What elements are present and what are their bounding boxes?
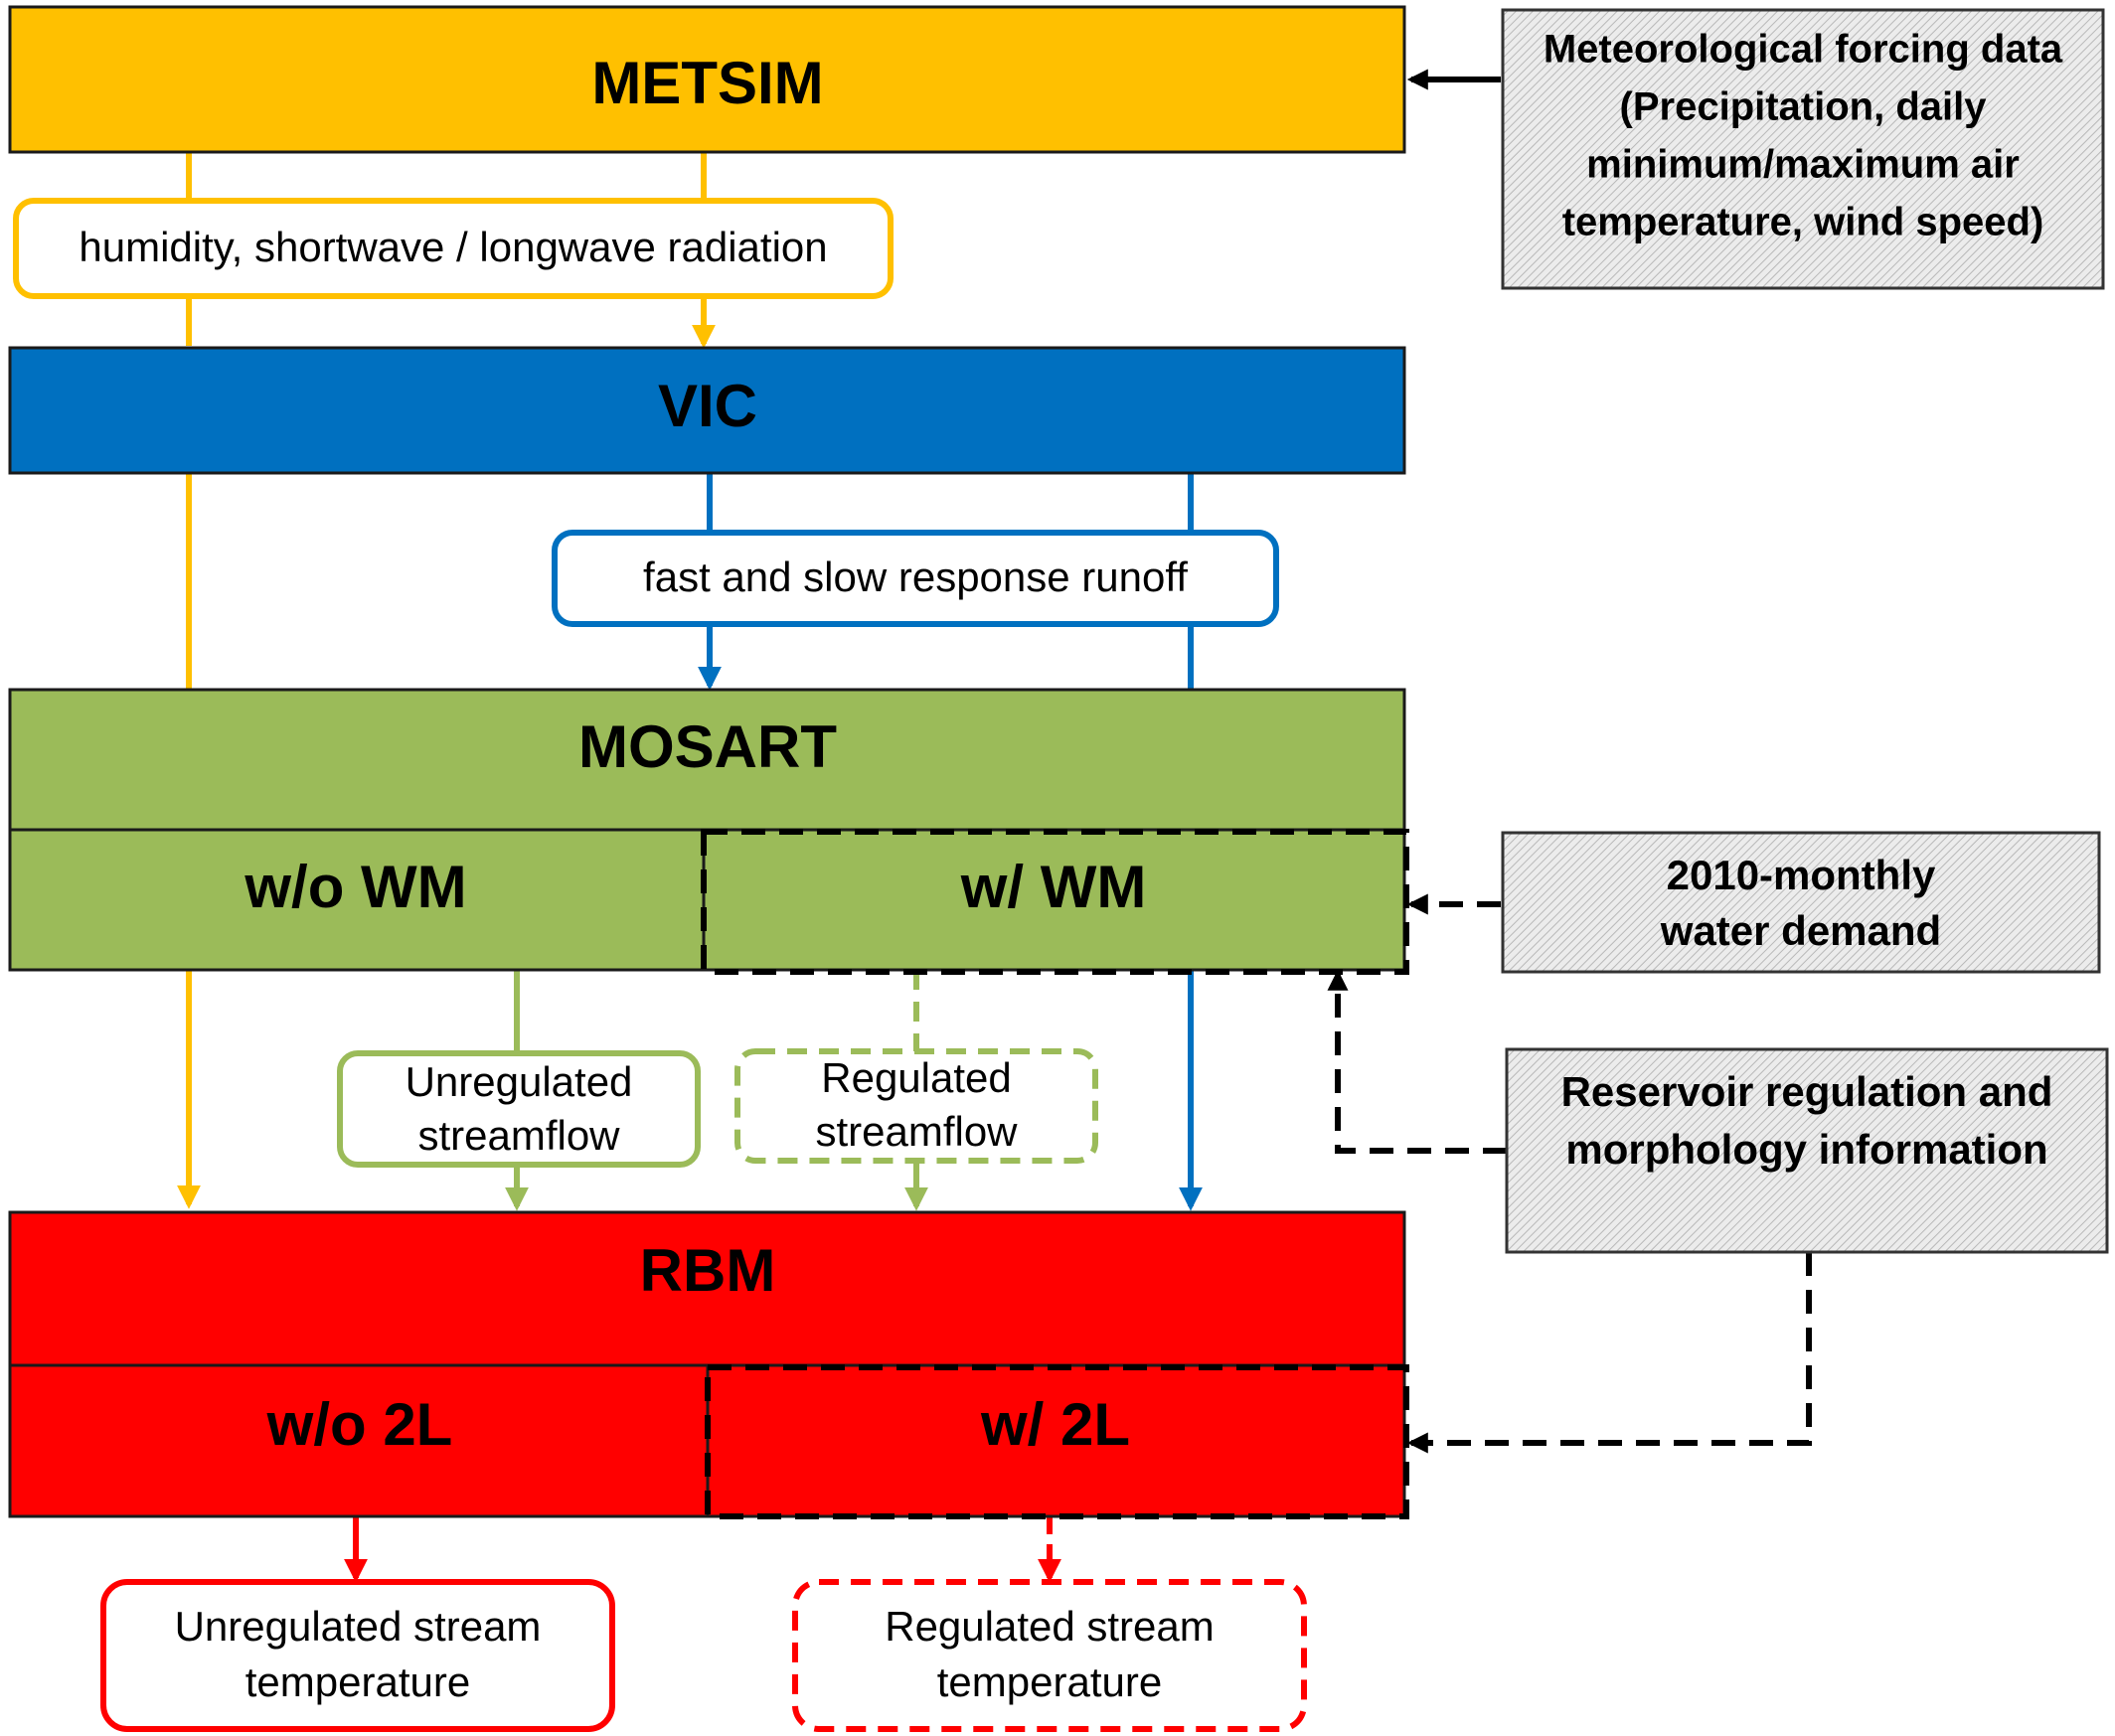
metsim-box: METSIM <box>8 5 1406 154</box>
rbm-box: RBM w/o 2L w/ 2L <box>8 1210 1409 1519</box>
forcing-data-box: Meteorological forcing data (Precipitati… <box>1501 8 2105 290</box>
metsim-vic-flow-box: humidity, shortwave / longwave radiation <box>13 198 894 299</box>
metsim-label: METSIM <box>591 50 823 116</box>
mosart-without-wm: w/o WM <box>244 854 466 920</box>
water-demand-box: 2010-monthly water demand <box>1501 831 2101 974</box>
regulated-temp-box: Regulated stream temperature <box>792 1579 1307 1732</box>
vic-label: VIC <box>658 373 757 439</box>
unregulated-temp-line2: temperature <box>245 1658 470 1705</box>
vic-mosart-flow-label: fast and slow response runoff <box>643 553 1188 600</box>
metsim-vic-flow-label: humidity, shortwave / longwave radiation <box>79 224 827 270</box>
regulated-temp-line1: Regulated stream <box>885 1603 1215 1650</box>
reservoir-info-box: Reservoir regulation and morphology info… <box>1505 1047 2109 1254</box>
regulated-temp-line2: temperature <box>937 1658 1162 1705</box>
mosart-label: MOSART <box>578 713 837 780</box>
forcing-line3: minimum/maximum air <box>1586 143 2020 187</box>
unregulated-temp-line1: Unregulated stream <box>175 1603 542 1650</box>
rbm-label: RBM <box>640 1237 776 1304</box>
2l-dashed-outline <box>705 1364 1409 1519</box>
rbm-without-2l: w/o 2L <box>266 1391 453 1458</box>
unregulated-streamflow-box: Unregulated streamflow <box>337 1050 701 1168</box>
vic-box: VIC <box>8 346 1406 475</box>
wm-dashed-outline <box>701 829 1409 975</box>
reservoir-line1: Reservoir regulation and <box>1561 1068 2053 1115</box>
vic-mosart-flow-box: fast and slow response runoff <box>552 530 1279 627</box>
reservoir-to-wm-arrow <box>1327 969 1507 1154</box>
reservoir-to-2l-arrow <box>1406 1252 1812 1454</box>
unregulated-temp-box: Unregulated stream temperature <box>100 1579 615 1732</box>
forcing-line4: temperature, wind speed) <box>1562 201 2044 244</box>
reservoir-line2: morphology information <box>1565 1126 2047 1173</box>
forcing-line2: (Precipitation, daily <box>1620 85 1988 129</box>
demand-line1: 2010-monthly <box>1667 852 1936 898</box>
forcing-line1: Meteorological forcing data <box>1544 28 2063 72</box>
unregulated-streamflow-line2: streamflow <box>417 1112 620 1159</box>
unregulated-streamflow-line1: Unregulated <box>406 1058 633 1105</box>
regulated-streamflow-line2: streamflow <box>815 1108 1018 1155</box>
demand-line2: water demand <box>1660 907 1941 954</box>
rbm-with-2l: w/ 2L <box>980 1391 1130 1458</box>
regulated-streamflow-box: Regulated streamflow <box>734 1048 1098 1164</box>
mosart-box: MOSART w/o WM w/ WM <box>8 688 1409 975</box>
mosart-with-wm: w/ WM <box>960 854 1147 920</box>
regulated-streamflow-line1: Regulated <box>821 1054 1011 1101</box>
